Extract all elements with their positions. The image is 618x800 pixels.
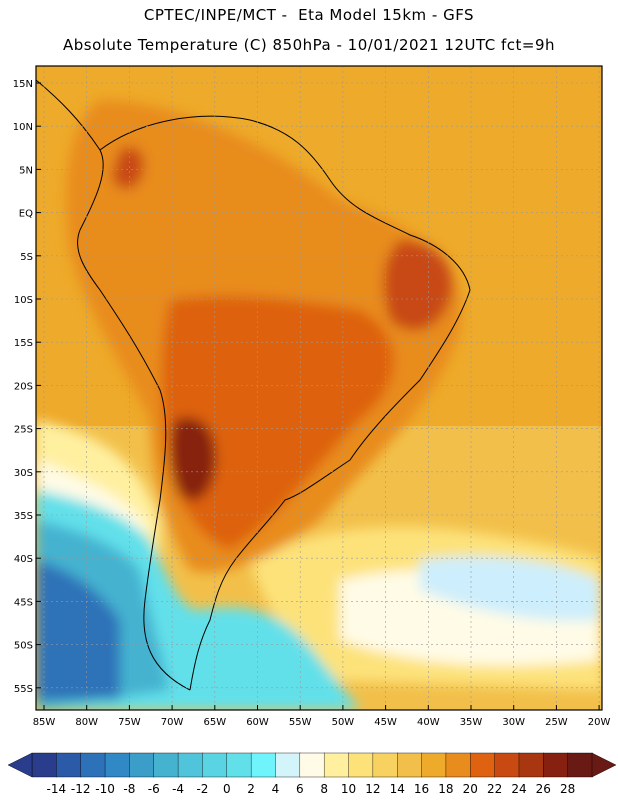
lon-tick-label: 40W	[417, 717, 440, 728]
lon-tick-label: 35W	[460, 717, 483, 728]
lat-tick-label: 10N	[13, 122, 33, 133]
lon-tick-label: 65W	[203, 717, 226, 728]
colorbar-arrow-high	[591, 752, 617, 778]
hot-interior	[161, 295, 394, 550]
colorbar-swatch	[518, 752, 545, 778]
lat-tick-label: 50S	[14, 641, 33, 652]
lat-tick-label: 20S	[14, 381, 33, 392]
colorbar-swatch	[494, 752, 520, 778]
pacific-coast	[36, 79, 191, 691]
lat-tick-label: 10S	[14, 295, 33, 306]
hot-northeast	[383, 240, 453, 331]
longitude-labels: 85W 80W 75W 70W 65W 60W 55W 50W 45W 40W 35W 30W 25W 2…	[33, 705, 611, 728]
graticule	[36, 66, 602, 710]
lon-tick-label: 45W	[374, 717, 397, 728]
colorbar-swatch	[421, 752, 447, 778]
colorbar-label: -4	[172, 782, 184, 796]
lon-tick-label: 55W	[289, 717, 312, 728]
lon-tick-label: 85W	[33, 717, 56, 728]
lon-tick-label: 50W	[332, 717, 355, 728]
colorbar-label: 16	[414, 782, 429, 796]
colorbar-label: 20	[463, 782, 478, 796]
colorbar-label: 24	[511, 782, 526, 796]
colorbar-label: -14	[47, 782, 67, 796]
lat-tick-label: 25S	[14, 425, 33, 436]
lon-tick-label: 25W	[545, 717, 568, 728]
colorbar-label: 0	[223, 782, 231, 796]
colorbar-swatch	[543, 752, 569, 778]
lon-tick-label: 20W	[588, 717, 611, 728]
colorbar-label: -12	[71, 782, 91, 796]
lat-tick-label: 55S	[14, 684, 33, 695]
lon-tick-label: 70W	[161, 717, 184, 728]
colorbar-swatch	[80, 752, 106, 778]
colorbar-label: 6	[296, 782, 304, 796]
colorbar-label: -2	[196, 782, 208, 796]
colorbar-swatch	[299, 752, 325, 778]
lat-tick-label: EQ	[19, 209, 33, 220]
coastlines	[36, 79, 471, 691]
colorbar-swatch	[445, 752, 471, 778]
lat-tick-label: 5S	[20, 252, 33, 263]
colorbar-swatch	[177, 752, 204, 778]
colorbar-swatch	[275, 752, 301, 778]
colorbar-swatch	[31, 752, 58, 778]
colorbar-swatch	[250, 752, 277, 778]
colorbar-label: 26	[536, 782, 551, 796]
colorbar: -14 -12 -10 -8 -6 -4 -2 0 2 4 6 8 10 12 14 16 18 20 22 24 26…	[7, 752, 617, 796]
lat-tick-label: 30S	[14, 468, 33, 479]
colorbar-label: 12	[365, 782, 380, 796]
colorbar-label: 2	[247, 782, 255, 796]
lon-tick-label: 30W	[502, 717, 525, 728]
temperature-field	[36, 66, 602, 710]
cool-ocean-patch	[420, 556, 600, 621]
lat-tick-label: 45S	[14, 597, 33, 608]
lon-tick-label: 80W	[75, 717, 98, 728]
lon-tick-label: 75W	[118, 717, 141, 728]
colorbar-swatch	[56, 752, 82, 778]
lat-tick-label: 35S	[14, 511, 33, 522]
title-field: Absolute Temperature (C) 850hPa - 10/01/…	[62, 36, 556, 54]
atlantic-coast	[99, 115, 471, 691]
colorbar-swatch	[348, 752, 374, 778]
lat-tick-label: 15S	[14, 338, 33, 349]
colorbar-label: 14	[390, 782, 405, 796]
lat-tick-label: 40S	[14, 554, 33, 565]
lat-tick-label: 15N	[13, 79, 33, 90]
colorbar-swatch	[153, 752, 179, 778]
colorbar-label: 22	[487, 782, 502, 796]
hottest-chaco	[170, 417, 216, 501]
latitude-labels: 15N 10N 5N EQ 5S 10S 15S 20S 25S 30S 35S 40S 45S 50S 5…	[13, 79, 41, 695]
colorbar-arrow-low	[7, 752, 33, 778]
colorbar-swatch	[372, 752, 398, 778]
colorbar-label: 28	[560, 782, 575, 796]
colorbar-swatch	[202, 752, 228, 778]
hot-andes-north	[112, 147, 144, 190]
colorbar-swatch	[470, 752, 496, 778]
colorbar-label: 8	[320, 782, 328, 796]
colorbar-label: 10	[341, 782, 356, 796]
colorbar-label: 18	[438, 782, 453, 796]
colorbar-swatch	[104, 752, 131, 778]
colorbar-swatch	[567, 752, 593, 778]
colorbar-label: 4	[272, 782, 280, 796]
map-frame	[35, 65, 603, 711]
lat-tick-label: 5N	[19, 165, 33, 176]
colorbar-swatch	[397, 752, 423, 778]
colorbar-swatch	[226, 752, 252, 778]
colorbar-label: -10	[95, 782, 115, 796]
colorbar-label: -6	[148, 782, 160, 796]
colorbar-swatch	[129, 752, 155, 778]
colorbar-swatch	[323, 752, 350, 778]
colorbar-label: -8	[123, 782, 135, 796]
very-cold-core	[36, 560, 120, 700]
title-model: CPTEC/INPE/MCT - Eta Model 15km - GFS	[143, 6, 475, 24]
lon-tick-label: 60W	[246, 717, 269, 728]
